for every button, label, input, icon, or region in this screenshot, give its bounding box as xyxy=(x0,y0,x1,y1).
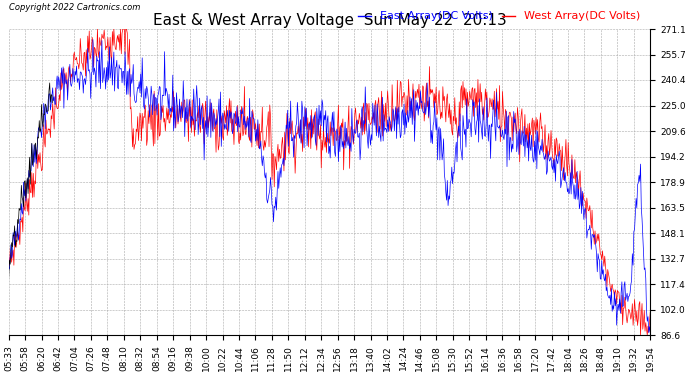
Title: East & West Array Voltage  Sun May 22  20:13: East & West Array Voltage Sun May 22 20:… xyxy=(152,13,506,28)
Text: Copyright 2022 Cartronics.com: Copyright 2022 Cartronics.com xyxy=(9,3,140,12)
Legend: East Array(DC Volts), West Array(DC Volts): East Array(DC Volts), West Array(DC Volt… xyxy=(353,7,644,26)
